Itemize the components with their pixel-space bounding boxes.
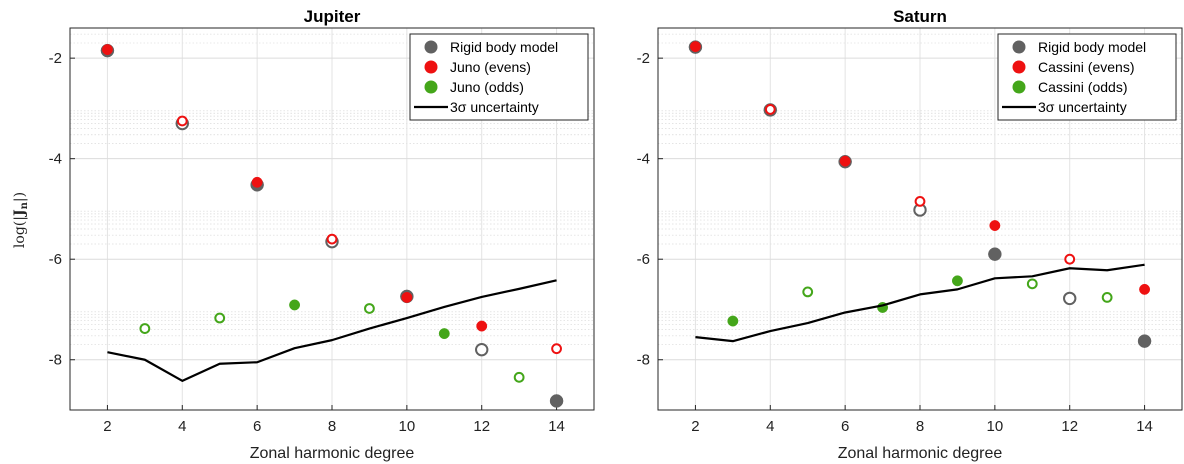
saturn-xtick-label: 2 <box>691 418 699 435</box>
jupiter-legend-marker <box>424 60 438 74</box>
saturn-ytick-label: -4 <box>637 151 650 168</box>
jupiter-legend-label: Rigid body model <box>450 39 558 55</box>
jupiter-point-rigid <box>475 342 489 357</box>
saturn-point-even <box>989 220 1001 231</box>
jupiter-legend-box <box>409 33 589 121</box>
saturn-legend-marker <box>1012 40 1026 54</box>
jupiter-legend-label: Juno (odds) <box>450 79 524 95</box>
saturn-point-even <box>839 155 851 167</box>
saturn-point-rigid <box>1063 291 1077 306</box>
jupiter-point-even <box>326 233 338 245</box>
jupiter-ytick-label: -8 <box>49 352 62 369</box>
jupiter-xtick-label: 6 <box>253 418 261 435</box>
saturn-point-odd <box>1101 292 1113 303</box>
jupiter-legend-marker <box>424 40 438 54</box>
jupiter-xtick-label: 14 <box>548 418 565 435</box>
jupiter-xtick-label: 10 <box>399 418 416 435</box>
saturn-point-rigid <box>988 247 1002 261</box>
jupiter-xtick-label: 8 <box>328 418 336 435</box>
saturn-legend: Rigid body model Cassini (evens) Cassini (… <box>997 33 1177 121</box>
jupiter-point-even <box>176 115 188 127</box>
saturn-point-rigid <box>1137 334 1152 348</box>
jupiter-point-odd <box>364 303 375 314</box>
jupiter-point-rigid <box>549 394 564 408</box>
saturn-xtick-label: 12 <box>1061 418 1078 435</box>
jupiter-point-odd <box>513 371 525 383</box>
saturn-uncertainty-line <box>695 263 1145 343</box>
jupiter-legend-label: Juno (evens) <box>450 59 531 75</box>
jupiter-point-odd <box>214 312 226 324</box>
jupiter-ytick-label: -6 <box>49 251 62 268</box>
jupiter-uncertainty-line <box>107 279 557 382</box>
saturn-legend-label: Cassini (odds) <box>1038 79 1127 95</box>
jupiter-point-even <box>551 343 562 355</box>
saturn-point-even <box>1064 253 1076 265</box>
saturn-legend-label: 3σ uncertainty <box>1038 99 1127 115</box>
saturn-xlabel: Zonal harmonic degree <box>838 445 1003 462</box>
saturn-point-odd <box>727 315 739 327</box>
saturn-xtick-label: 6 <box>841 418 849 435</box>
jupiter-legend-label: 3σ uncertainty <box>450 99 539 115</box>
jupiter-point-even <box>476 320 488 332</box>
jupiter-ytick-label: -4 <box>49 151 62 168</box>
jupiter-legend: Rigid body model Juno (evens) Juno (odds) 3… <box>409 33 589 121</box>
saturn-point-odd <box>951 275 963 287</box>
jupiter-legend-marker <box>424 80 438 94</box>
saturn-xtick-label: 10 <box>987 418 1004 435</box>
saturn-ytick-label: -8 <box>637 352 650 369</box>
jupiter-xtick-label: 12 <box>473 418 490 435</box>
saturn-point-even <box>764 104 776 115</box>
saturn-legend-marker <box>1012 80 1026 94</box>
jupiter-panel: Jupiter Zonal harmonic degree 2 4 6 8 10 12 14… <box>49 7 595 462</box>
jupiter-point-even <box>251 176 263 188</box>
saturn-point-odd <box>802 286 814 298</box>
saturn-point-odd <box>1026 278 1038 290</box>
saturn-xtick-label: 14 <box>1136 418 1153 435</box>
jupiter-ytick-label: -2 <box>49 50 62 67</box>
saturn-ytick-label: -6 <box>637 251 650 268</box>
saturn-point-even <box>914 196 926 207</box>
jupiter-title: Jupiter <box>304 7 361 26</box>
jupiter-point-odd <box>139 323 151 334</box>
jupiter-point-even <box>101 44 113 56</box>
saturn-legend-label: Rigid body model <box>1038 39 1146 55</box>
saturn-legend-label: Cassini (evens) <box>1038 59 1134 75</box>
saturn-xtick-label: 4 <box>766 418 774 435</box>
saturn-ytick-label: -2 <box>637 50 650 67</box>
saturn-point-even <box>689 41 701 53</box>
saturn-legend-box <box>997 33 1177 121</box>
jupiter-xtick-label: 2 <box>103 418 111 435</box>
jupiter-point-odd <box>289 299 301 311</box>
saturn-panel: Saturn Zonal harmonic degree 2 4 6 8 10 12 14 -… <box>637 7 1183 462</box>
saturn-xtick-label: 8 <box>916 418 924 435</box>
jupiter-xlabel: Zonal harmonic degree <box>250 445 415 462</box>
jupiter-ylabel: log(|Jn|) <box>12 192 30 248</box>
saturn-legend-marker <box>1012 60 1026 74</box>
jupiter-point-even <box>401 291 413 303</box>
jupiter-xtick-label: 4 <box>178 418 186 435</box>
saturn-title: Saturn <box>893 7 947 26</box>
saturn-point-even <box>1139 283 1151 295</box>
jupiter-point-odd <box>438 328 450 340</box>
